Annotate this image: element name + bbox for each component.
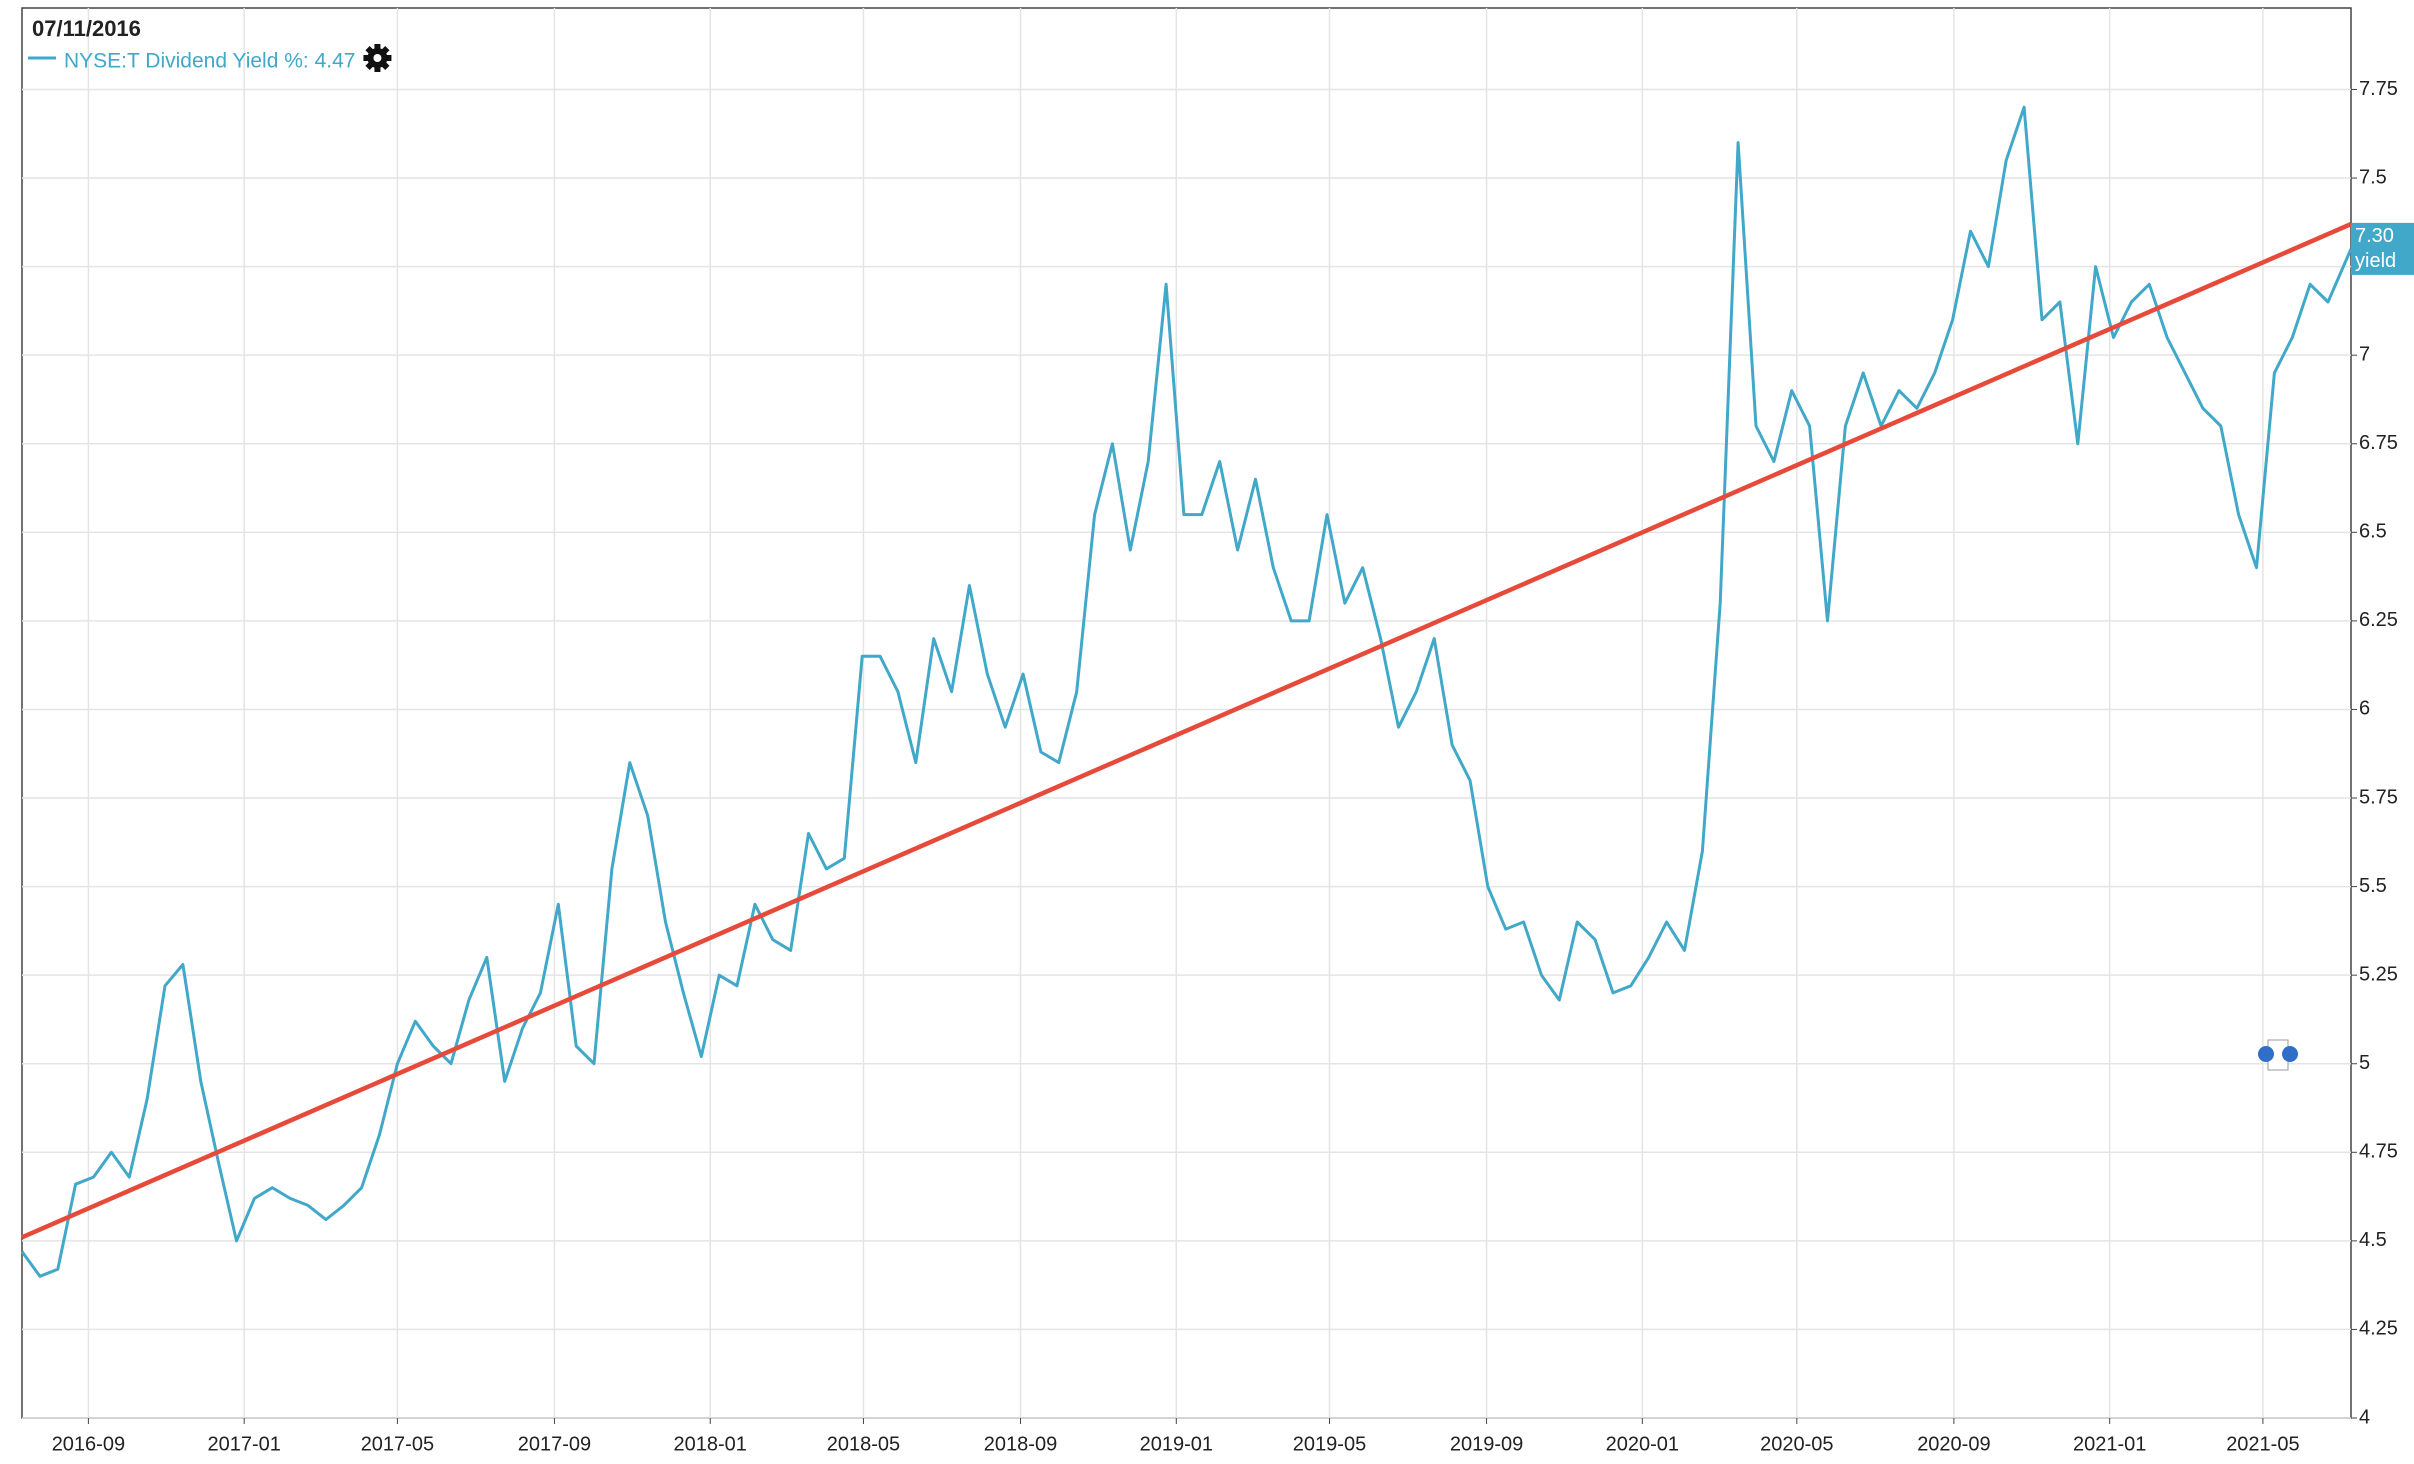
y-tick-label: 5.25 <box>2359 963 2398 985</box>
y-tick-label: 5.75 <box>2359 786 2398 808</box>
x-tick-label: 2019-09 <box>1450 1433 1523 1455</box>
x-tick-label: 2017-09 <box>518 1433 591 1455</box>
x-tick-label: 2019-05 <box>1293 1433 1366 1455</box>
x-tick-label: 2017-01 <box>207 1433 280 1455</box>
trend-line <box>21 222 2352 1240</box>
x-tick-label: 2020-09 <box>1917 1433 1990 1455</box>
y-tick-label: 6.25 <box>2359 609 2398 631</box>
x-tick-label: 2021-05 <box>2226 1433 2299 1455</box>
x-tick-label: 2018-01 <box>674 1433 747 1455</box>
y-tick-label: 4.75 <box>2359 1141 2398 1163</box>
x-tick-label: 2020-05 <box>1760 1433 1833 1455</box>
x-tick-label: 2020-01 <box>1606 1433 1679 1455</box>
value-badge <box>2351 222 2414 275</box>
y-tick-label: 5 <box>2359 1052 2370 1074</box>
y-tick-label: 6 <box>2359 698 2370 720</box>
y-tick-label: 6.5 <box>2359 521 2387 543</box>
y-tick-label: 5.5 <box>2359 875 2387 897</box>
x-tick-label: 2021-01 <box>2073 1433 2146 1455</box>
y-tick-label: 7 <box>2359 343 2370 365</box>
series-line <box>20 105 2353 1278</box>
plot-frame <box>21 7 2352 1419</box>
settings-gear[interactable] <box>363 44 392 72</box>
x-tick-label: 2017-05 <box>361 1433 434 1455</box>
y-tick-label: 4 <box>2359 1406 2370 1428</box>
y-tick-label: 4.5 <box>2359 1229 2387 1251</box>
y-tick-label: 7.5 <box>2359 166 2387 188</box>
y-tick-label: 7.75 <box>2359 78 2398 100</box>
x-tick-label: 2018-05 <box>827 1433 900 1455</box>
x-tick-label: 2016-09 <box>52 1433 125 1455</box>
legend-entry[interactable]: NYSE:T Dividend Yield %: 4.47 <box>64 50 355 73</box>
badge-value: 7.30 <box>2355 225 2394 247</box>
y-tick-label: 4.25 <box>2359 1318 2398 1340</box>
badge-text: yield <box>2355 250 2396 272</box>
lines <box>20 105 2353 1278</box>
grid <box>22 8 2357 1424</box>
scroll-handle[interactable] <box>2258 1039 2298 1071</box>
x-tick-label: 2019-01 <box>1140 1433 1213 1455</box>
x-tick-label: 2018-09 <box>984 1433 1057 1455</box>
y-tick-label: 6.75 <box>2359 432 2398 454</box>
crosshair-date: 07/11/2016 <box>32 16 141 41</box>
